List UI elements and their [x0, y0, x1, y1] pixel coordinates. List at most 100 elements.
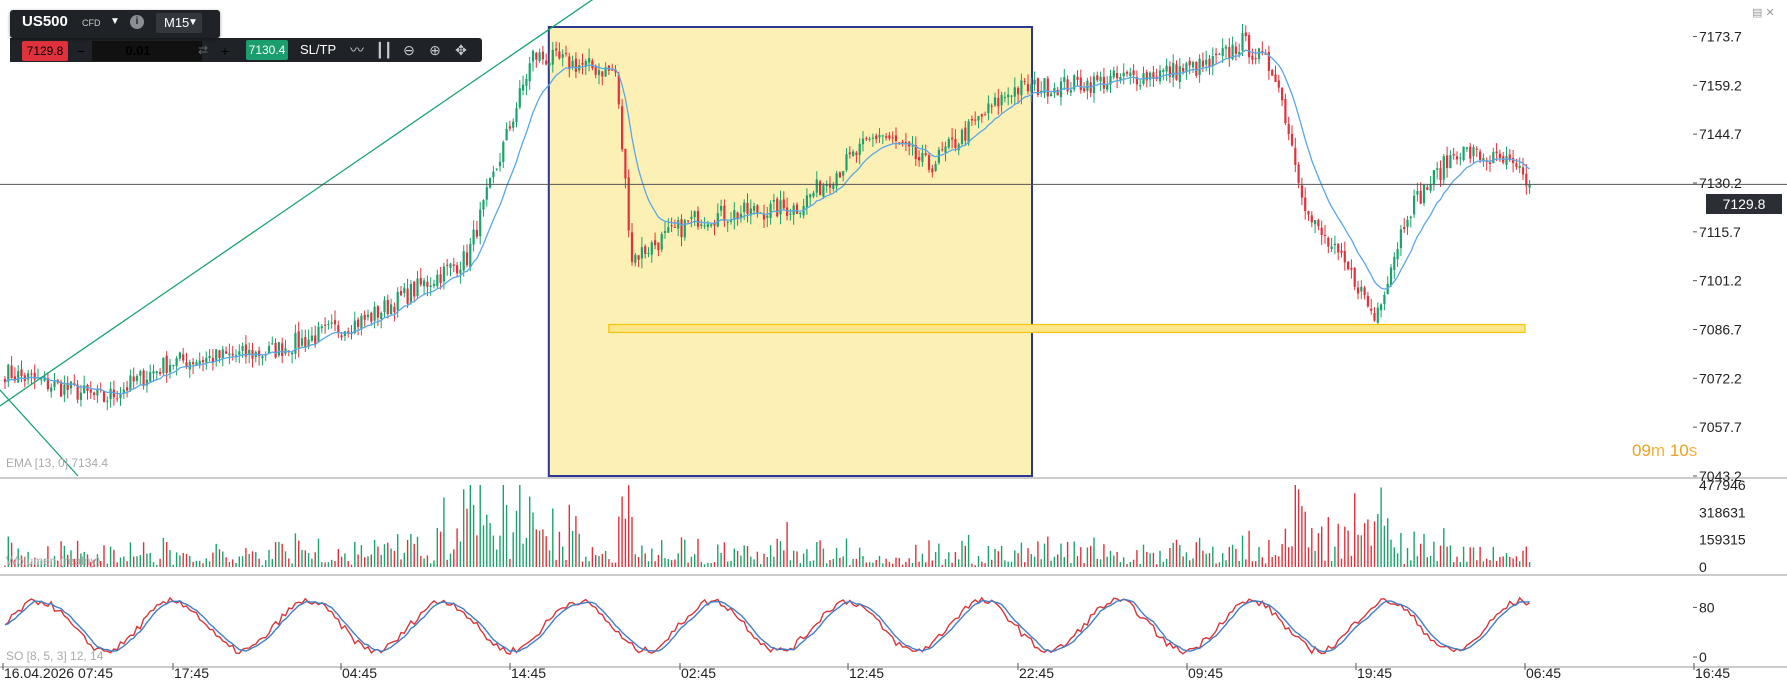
zoom-in-icon[interactable]: ⊕ [429, 42, 441, 58]
candle [221, 349, 224, 359]
volume-bar [723, 542, 726, 567]
volume-bar [182, 552, 184, 567]
volume-bar [1354, 493, 1356, 567]
volume-bar [373, 539, 376, 567]
candle [1333, 243, 1336, 246]
volume-bar [1486, 558, 1488, 567]
volume-bar [598, 555, 600, 567]
volume-bar [509, 558, 511, 567]
volume-bar [1393, 547, 1395, 567]
volume-bar [1073, 541, 1075, 567]
candle [50, 387, 53, 392]
volume-bar [119, 557, 122, 567]
volume-bar [1334, 546, 1336, 567]
volume-bar [27, 551, 29, 567]
candle [571, 60, 574, 68]
volume-bar [1307, 547, 1310, 567]
maximize-icon[interactable]: ▤ [1752, 7, 1763, 19]
volume-bar [608, 559, 610, 567]
volume-bar [657, 554, 660, 567]
volume-bar [760, 564, 762, 567]
candle [663, 231, 667, 233]
volume-bar [1146, 551, 1148, 567]
volume-bar [730, 560, 732, 567]
volume-bar [862, 556, 864, 567]
move-icon[interactable]: ✥ [455, 42, 467, 58]
volume-bar [93, 559, 95, 567]
volume-bar [882, 563, 884, 567]
volume-bar [700, 561, 702, 567]
candle [716, 213, 719, 227]
volume-bar [1106, 556, 1108, 567]
volume-bar [340, 556, 343, 567]
candles-icon[interactable]: ┃┃ [375, 42, 393, 58]
sell-button[interactable]: 7129.8 [22, 41, 68, 61]
volume-bar [274, 542, 277, 567]
candle [931, 168, 934, 173]
volume-bar [1453, 562, 1455, 567]
candle [1436, 168, 1439, 170]
highlight-rectangle [547, 26, 1033, 477]
candle [1498, 153, 1501, 159]
volume-bar [1327, 517, 1329, 567]
volume-bar [360, 545, 363, 567]
volume-bar [928, 540, 930, 567]
candle [376, 306, 379, 318]
volume-bar [562, 546, 564, 567]
volume-bar [268, 550, 270, 567]
candle [419, 277, 422, 285]
volume-bar [347, 561, 349, 567]
candle [644, 246, 647, 254]
candle [142, 370, 145, 386]
quantity-input[interactable]: 0.01 [92, 41, 202, 61]
volume-bar [1255, 561, 1257, 567]
ema-line [4, 49, 1531, 395]
candle [353, 320, 356, 334]
x-tick-label: 12:45 [849, 665, 884, 681]
volume-bar [129, 542, 132, 567]
volume-bar [238, 556, 240, 567]
volume-bar [578, 533, 580, 567]
candle [1446, 155, 1449, 169]
zoom-out-icon[interactable]: ⊖ [403, 42, 415, 58]
volume-bar [449, 553, 452, 567]
candle [1033, 79, 1036, 85]
volume-bar [222, 551, 224, 567]
candle [977, 116, 980, 121]
sltp-button[interactable]: SL/TP [300, 42, 337, 57]
qty-minus-button[interactable]: − [76, 43, 86, 59]
timeframe-select[interactable]: M15 ▼ [156, 13, 202, 33]
volume-bar [707, 562, 709, 567]
candle [149, 372, 152, 382]
candle [954, 139, 957, 148]
candle [647, 252, 650, 254]
volume-bar [859, 547, 861, 567]
info-icon[interactable]: i [130, 15, 144, 29]
line-chart-icon[interactable]: 〰 [350, 42, 364, 58]
candle [1505, 156, 1508, 165]
candle [1188, 60, 1191, 66]
candle [1277, 80, 1280, 88]
symbol-label[interactable]: US500 [22, 13, 68, 30]
candle [436, 274, 439, 287]
volume-bar [604, 550, 607, 567]
candle [449, 263, 452, 268]
volume-bar [53, 555, 56, 567]
volume-bar [1360, 535, 1362, 567]
volume-bar [1268, 539, 1270, 567]
volume-bar [895, 557, 897, 567]
close-icon[interactable]: ✕ [1765, 7, 1775, 19]
buy-button[interactable]: 7130.4 [246, 40, 288, 60]
candle [452, 264, 455, 266]
volume-bar [901, 564, 904, 567]
volume-bar [1159, 550, 1161, 567]
candle [1102, 76, 1105, 89]
symbol-dropdown-icon[interactable]: ▼ [110, 16, 120, 27]
candle [1419, 190, 1422, 204]
qty-plus-button[interactable]: + [220, 43, 230, 59]
candle [894, 135, 898, 142]
candle [1287, 123, 1290, 135]
volume-bar [694, 554, 696, 567]
swap-icon[interactable]: ⇄ [198, 43, 209, 57]
